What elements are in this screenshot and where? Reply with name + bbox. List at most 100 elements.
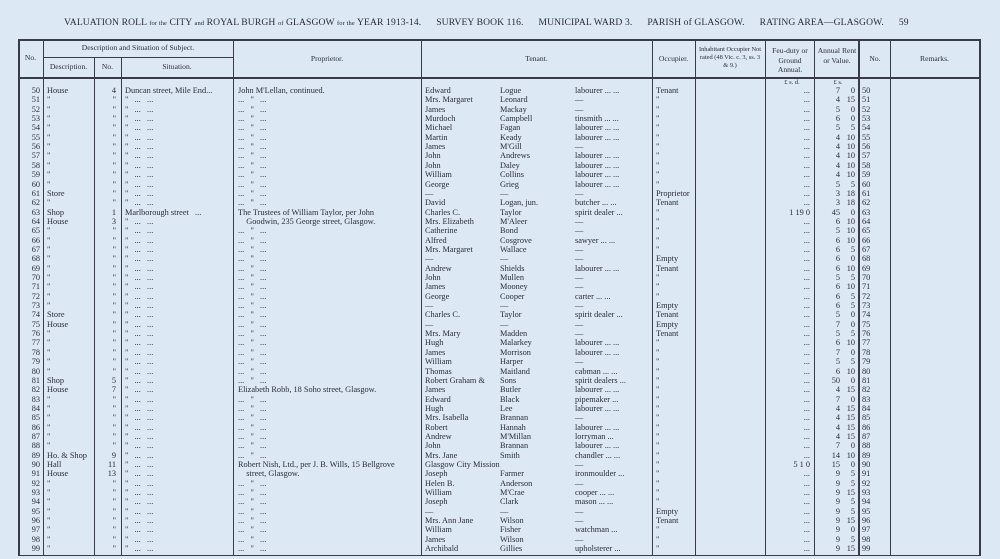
proprietor: ... " ... [238,497,267,507]
tenant-occupation: — [575,188,584,198]
rent-shillings: 0 [850,86,855,95]
tenant-first-name: Mrs. Margaret [425,95,473,105]
feu-duty: ... [803,151,810,161]
proprietor: ... " ... [238,319,267,329]
situation: " ... ... [125,282,154,292]
rent-pounds: 7 [835,347,840,357]
proprietor: ... " ... [238,170,267,180]
column-rule [858,39,860,556]
row-number-right: 97 [862,525,871,535]
feu-duty: ... [803,179,810,189]
row-number-right: 79 [862,357,871,367]
situation: " ... ... [125,95,154,105]
occupier: Tenant [656,263,679,273]
street-number: " [112,310,116,320]
rent-shillings: 10 [846,226,855,236]
occupier: " [656,338,660,348]
rent-pounds: 6 [835,301,840,311]
feu-duty: ... [803,516,810,526]
rent-shillings: 10 [846,170,855,180]
row-number-right: 62 [862,198,871,208]
situation: " ... ... [125,114,154,124]
description: " [47,142,51,152]
tenant-occupation: — [575,273,584,282]
rent-pounds: 4 [835,160,840,170]
occupier: " [656,460,660,469]
street-number: " [112,544,116,554]
tenant-occupation: — [575,301,584,311]
situation: " ... ... [125,160,154,170]
row-number: 85 [31,413,40,423]
row-number: 92 [31,478,40,488]
tenant-occupation: — [575,534,584,544]
proprietor: ... " ... [238,188,267,198]
tenant-occupation: — [575,460,584,469]
tenant-surname: Logue [500,86,522,95]
row-number-right: 58 [862,160,871,170]
street-number: " [112,123,116,133]
row-number: 76 [31,329,40,339]
feu-duty: ... [803,226,810,236]
rent-pounds: 4 [835,385,840,395]
tenant-surname: Anderson [500,478,533,488]
tenant-occupation: — [575,142,584,152]
row-number-right: 99 [862,544,871,554]
rent-shillings: 15 [846,385,855,395]
tenant-first-name: Andrew [425,263,452,273]
tenant-surname: Daley [500,160,520,170]
situation: " ... ... [125,497,154,507]
description: House [47,385,69,395]
rent-shillings: 5 [850,534,855,544]
description: " [47,95,51,105]
occupier: " [656,385,660,395]
row-number-right: 86 [862,422,871,432]
description: " [47,525,51,535]
tenant-occupation: — [575,244,584,254]
tenant-first-name: David [425,198,446,208]
tenant-first-name: — [425,301,434,311]
tenant-first-name: James [425,385,446,395]
feu-duty: ... [803,319,810,329]
tenant-surname: Taylor [500,310,522,320]
street-number: " [112,525,116,535]
proprietor: Goodwin, 235 George street, Glasgow. [238,216,376,226]
situation: " ... ... [125,226,154,236]
tenant-surname: Clark [500,497,519,507]
tenant-surname: Wilson [500,534,524,544]
rent-shillings: 0 [850,375,855,385]
street-number: " [112,413,116,423]
proprietor: ... " ... [238,441,267,451]
situation: " ... ... [125,534,154,544]
situation: " ... ... [125,123,154,133]
street-number: " [112,329,116,339]
proprietor: ... " ... [238,263,267,273]
tenant-occupation: — [575,226,584,236]
col-header-feu: Feu-duty or Ground Annual. [772,46,808,74]
tenant-first-name: John [425,160,441,170]
occupier: " [656,534,660,544]
row-number-right: 69 [862,263,871,273]
tenant-surname: Smith [500,450,520,460]
tenant-occupation: tinsmith ... ... [575,114,619,124]
street-number: " [112,254,116,264]
row-number: 82 [31,385,40,395]
proprietor: ... " ... [238,403,267,413]
tenant-occupation: upholsterer ... [575,544,621,554]
rent-pounds: 6 [835,366,840,376]
title-part: CITY [169,17,192,28]
rent-shillings: 15 [846,95,855,105]
situation: " ... ... [125,291,154,301]
description: " [47,179,51,189]
street-number: " [112,478,116,488]
proprietor: ... " ... [238,394,267,404]
feu-units: £ s. d. [784,79,800,86]
tenant-first-name: William [425,357,452,367]
description: " [47,226,51,236]
occupier: " [656,347,660,357]
proprietor: ... " ... [238,347,267,357]
description: Shop [47,207,65,217]
situation: " ... ... [125,450,154,460]
tenant-surname: M'Gill [500,142,522,152]
row-number: 64 [31,216,40,226]
row-number-right: 71 [862,282,871,292]
